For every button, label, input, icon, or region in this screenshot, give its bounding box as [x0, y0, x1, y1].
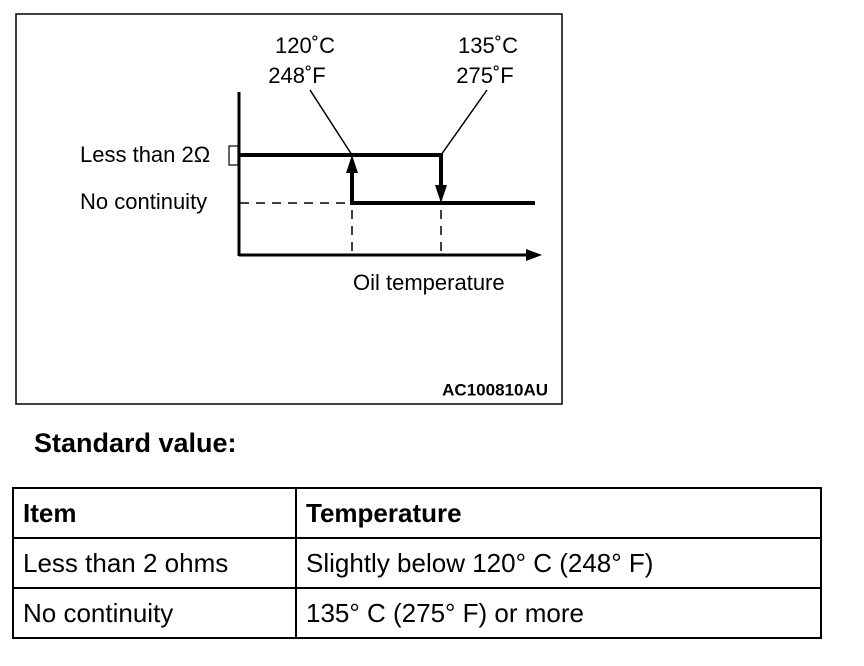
cell: No continuity	[12, 587, 297, 639]
label: Less than 2Ω	[80, 142, 210, 167]
heading: Standard value:	[34, 428, 237, 458]
dashed-guides	[240, 202, 442, 255]
cell: 135° C (275° F) or more	[295, 587, 822, 639]
header-cell: Temperature	[295, 487, 822, 539]
figure-id: AC100810AU	[442, 380, 548, 399]
label: 275˚F	[456, 63, 513, 88]
glyph-box	[228, 145, 239, 166]
axis-label: Oil temperature	[353, 270, 505, 295]
label: 120˚C	[275, 33, 335, 58]
switch-curve	[239, 153, 535, 205]
row: No continuity 135° C (275° F) or more	[12, 587, 822, 639]
cell: Slightly below 120° C (248° F)	[295, 537, 822, 589]
label: No continuity	[80, 189, 207, 214]
diagram: 120˚C 248˚F 135˚C 275˚F Less than 2Ω No …	[15, 13, 563, 405]
header-row: Item Temperature	[12, 487, 822, 539]
label: 135˚C	[458, 33, 518, 58]
frame	[15, 13, 563, 405]
cell: Less than 2 ohms	[12, 537, 297, 589]
row: Less than 2 ohms Slightly below 120° C (…	[12, 537, 822, 589]
axes	[237, 92, 542, 261]
header-cell: Item	[12, 487, 297, 539]
leaders	[309, 89, 488, 156]
label: 248˚F	[268, 63, 325, 88]
standard-table: Item Temperature Less than 2 ohms Slight…	[12, 487, 822, 639]
